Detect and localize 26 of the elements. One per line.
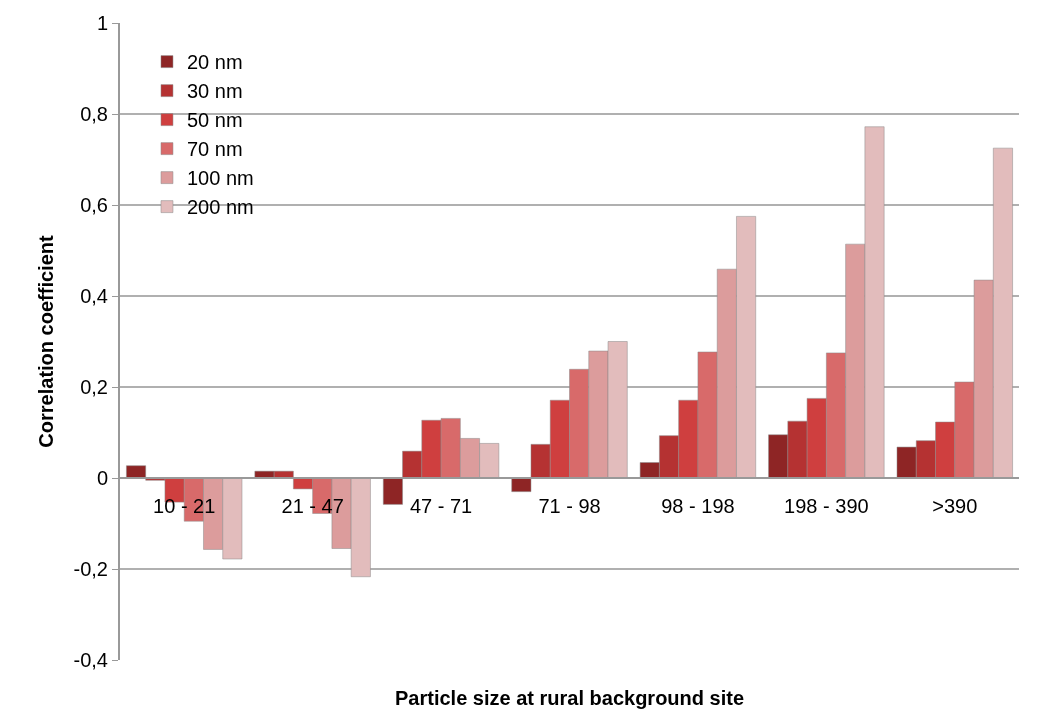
legend-label: 30 nm xyxy=(186,80,243,103)
x-tick-label: 71 - 98 xyxy=(538,495,601,517)
legend-label: 200 nm xyxy=(186,196,254,219)
y-tick-label: -0,2 xyxy=(73,558,108,580)
x-tick-label: 98 - 198 xyxy=(661,495,735,517)
y-tick-label: 1 xyxy=(96,12,108,34)
y-tick-label: 0,4 xyxy=(80,285,108,307)
x-tick-label: >390 xyxy=(932,495,978,517)
legend-label: 50 nm xyxy=(186,109,243,132)
y-tick-label: 0,6 xyxy=(80,194,108,216)
bar xyxy=(383,477,403,505)
y-tick-label: 0,8 xyxy=(80,103,108,125)
bar xyxy=(126,465,146,479)
legend-label: 20 nm xyxy=(186,51,243,74)
y-tick-label: -0,4 xyxy=(73,649,108,671)
x-tick-label: 47 - 71 xyxy=(409,495,473,517)
x-axis-title: Particle size at rural background site xyxy=(395,687,745,709)
x-tick-label: 198 - 390 xyxy=(784,495,869,517)
bar xyxy=(511,477,532,492)
legend-label: 100 nm xyxy=(186,167,254,190)
x-tick-label: 10 - 21 xyxy=(153,495,216,517)
y-tick-label: 0 xyxy=(96,467,108,489)
legend-label: 70 nm xyxy=(186,138,243,161)
x-tick-label: 21 - 47 xyxy=(281,495,344,517)
y-axis-title: Correlation coefficient xyxy=(34,235,57,448)
y-tick-label: 0,2 xyxy=(80,376,108,398)
